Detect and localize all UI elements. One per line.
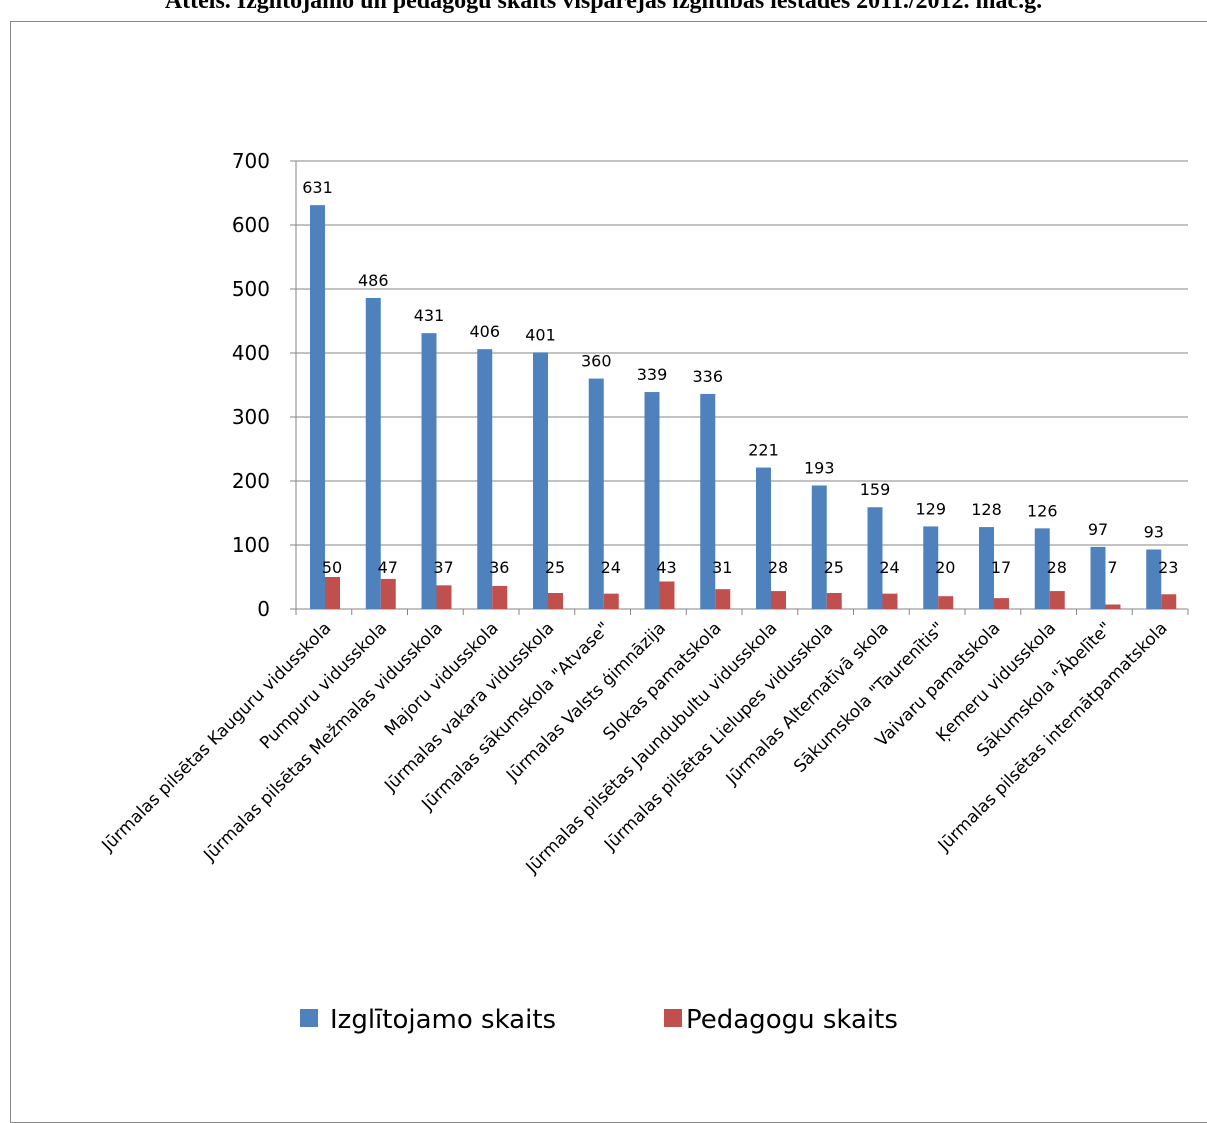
y-tick-label: 100 — [232, 533, 270, 557]
data-label: 431 — [414, 306, 445, 325]
y-tick-label: 0 — [257, 597, 270, 621]
bar-chart: 0 100 200 300 400 500 600 700 631 50 Jūrmalas pils… — [98, 149, 1189, 1035]
data-label: 193 — [804, 458, 835, 477]
bar-pedagogu — [1161, 594, 1177, 609]
data-label: 36 — [489, 558, 509, 577]
bar-izglitojamo — [588, 378, 604, 609]
bar-izglitojamo — [1146, 549, 1162, 609]
data-label: 50 — [322, 558, 342, 577]
bar-pedagogu — [715, 589, 731, 609]
y-tick-label: 400 — [232, 341, 270, 365]
bar-izglitojamo — [365, 297, 381, 609]
data-label: 406 — [469, 322, 500, 341]
bar-pedagogu — [380, 578, 396, 609]
legend-label: Izglītojamo skaits — [330, 1005, 556, 1035]
data-label: 486 — [358, 271, 389, 290]
bar-izglitojamo — [533, 352, 548, 609]
bar-izglitojamo — [923, 526, 939, 609]
data-label: 25 — [824, 558, 844, 577]
page-title: Attēls. Izglītojamo un pedagogu skaits v… — [164, 0, 1043, 14]
data-label: 401 — [525, 325, 556, 344]
data-label: 23 — [1158, 558, 1178, 577]
data-label: 37 — [433, 558, 453, 577]
bar-izglitojamo — [979, 527, 994, 609]
data-label: 24 — [879, 558, 899, 577]
data-label: 128 — [971, 500, 1002, 519]
data-label: 47 — [378, 558, 398, 577]
bar-izglitojamo — [756, 467, 771, 609]
y-tick-label: 600 — [232, 213, 270, 237]
bar-izglitojamo — [644, 392, 660, 609]
bar-izglitojamo — [477, 349, 493, 609]
bar-izglitojamo — [1034, 528, 1050, 609]
bar-pedagogu — [882, 593, 898, 609]
data-label: 43 — [656, 558, 676, 577]
bar-izglitojamo — [700, 393, 716, 609]
data-label: 129 — [915, 499, 946, 518]
x-category-label: Jūrmalas pilsētas Kauguru vidusskola — [98, 618, 336, 856]
data-label: 28 — [1047, 558, 1067, 577]
data-label: 126 — [1027, 501, 1058, 520]
bar-pedagogu — [603, 593, 619, 609]
data-label: 159 — [860, 480, 891, 499]
bar-pedagogu — [659, 581, 675, 609]
data-label: 360 — [581, 352, 612, 371]
data-label: 97 — [1088, 520, 1108, 539]
data-label: 25 — [545, 558, 565, 577]
bar-pedagogu — [492, 585, 508, 609]
data-label: 339 — [637, 365, 668, 384]
bar-izglitojamo — [421, 333, 437, 609]
data-label: 24 — [601, 558, 621, 577]
bar-izglitojamo — [867, 507, 883, 609]
bar-pedagogu — [325, 577, 340, 609]
data-label: 221 — [748, 441, 779, 460]
data-label: 93 — [1144, 522, 1164, 541]
data-label: 7 — [1107, 558, 1117, 577]
bar-pedagogu — [1105, 604, 1121, 609]
bar-pedagogu — [548, 593, 563, 609]
bar-izglitojamo — [811, 485, 827, 609]
data-label: 631 — [302, 178, 333, 197]
data-label: 336 — [692, 367, 723, 386]
bar-pedagogu — [938, 596, 954, 609]
bar-pedagogu — [771, 591, 786, 609]
legend-swatch — [664, 1009, 682, 1027]
y-tick-label: 300 — [232, 405, 270, 429]
bar-pedagogu — [826, 593, 842, 609]
y-tick-label: 200 — [232, 469, 270, 493]
x-category-label: Jūrmalas pilsētas Mežmalas vidusskola — [199, 618, 447, 866]
legend-label: Pedagogu skaits — [686, 1005, 898, 1035]
bar-izglitojamo — [310, 205, 325, 609]
y-tick-label: 700 — [232, 149, 270, 173]
legend-swatch — [300, 1009, 318, 1027]
data-label: 20 — [935, 558, 955, 577]
bar-izglitojamo — [1090, 546, 1106, 609]
bar-pedagogu — [994, 598, 1009, 609]
data-label: 31 — [712, 558, 732, 577]
data-label: 28 — [768, 558, 788, 577]
data-label: 17 — [991, 558, 1011, 577]
bar-pedagogu — [436, 585, 452, 609]
y-tick-label: 500 — [232, 277, 270, 301]
bar-pedagogu — [1049, 591, 1065, 609]
